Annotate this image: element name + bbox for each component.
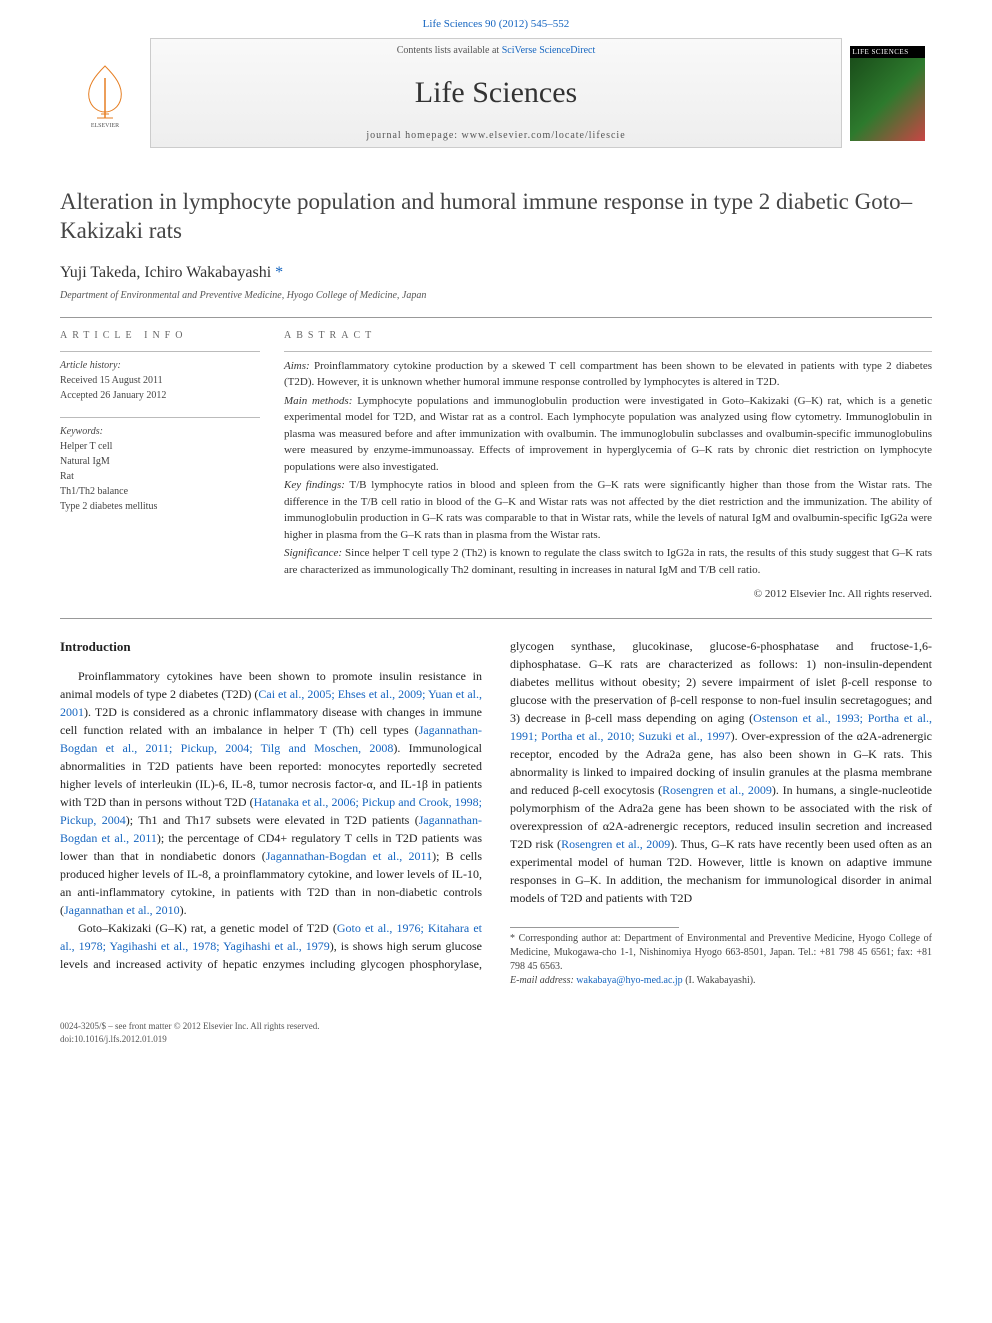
citation-header: Life Sciences 90 (2012) 545–552 — [0, 0, 992, 38]
methods-label: Main methods: — [284, 395, 352, 407]
keywords-block: Keywords: Helper T cell Natural IgM Rat … — [60, 424, 260, 514]
journal-header-bar: ELSEVIER Contents lists available at Sci… — [60, 38, 932, 148]
significance-text: Since helper T cell type 2 (Th2) is know… — [284, 547, 932, 576]
contents-available-line: Contents lists available at SciVerse Sci… — [397, 45, 596, 56]
article-body: Alteration in lymphocyte population and … — [0, 148, 992, 1008]
aims-text: Proinflammatory cytokine production by a… — [284, 360, 932, 389]
meta-rule — [284, 351, 932, 352]
divider-rule — [60, 618, 932, 619]
svg-text:ELSEVIER: ELSEVIER — [91, 123, 119, 128]
meta-rule — [60, 417, 260, 418]
contents-prefix: Contents lists available at — [397, 45, 502, 56]
keyword-item: Helper T cell — [60, 439, 260, 454]
footnote-rule — [510, 927, 679, 928]
methods-text: Lymphocyte populations and immunoglobuli… — [284, 395, 932, 473]
keywords-label: Keywords: — [60, 424, 260, 439]
email-who: (I. Wakabayashi). — [683, 975, 756, 986]
abstract-text: Aims: Proinflammatory cytokine productio… — [284, 358, 932, 579]
footer-doi: doi:10.1016/j.lfs.2012.01.019 — [60, 1033, 932, 1046]
keyword-item: Rat — [60, 469, 260, 484]
article-title: Alteration in lymphocyte population and … — [60, 188, 932, 246]
body-text: ). — [180, 903, 187, 917]
corresponding-author-footnote: * Corresponding author at: Department of… — [510, 932, 932, 974]
intro-heading: Introduction — [60, 637, 482, 657]
citation-link[interactable]: Rosengren et al., 2009 — [662, 783, 772, 797]
body-text: ); Th1 and Th17 subsets were elevated in… — [126, 813, 419, 827]
journal-homepage-line: journal homepage: www.elsevier.com/locat… — [366, 130, 625, 141]
meta-abstract-row: ARTICLE INFO Article history: Received 1… — [60, 330, 932, 601]
abstract-copyright: © 2012 Elsevier Inc. All rights reserved… — [284, 588, 932, 600]
footer-copyright: 0024-3205/$ – see front matter © 2012 El… — [60, 1020, 932, 1033]
aims-label: Aims: — [284, 360, 310, 372]
email-footnote: E-mail address: wakabaya@hyo-med.ac.jp (… — [510, 974, 932, 988]
authors-line: Yuji Takeda, Ichiro Wakabayashi * — [60, 264, 932, 282]
abstract-column: ABSTRACT Aims: Proinflammatory cytokine … — [284, 330, 932, 601]
corresponding-marker-link[interactable]: * — [275, 264, 283, 281]
sciencedirect-link[interactable]: SciVerse ScienceDirect — [502, 45, 596, 56]
accepted-date: Accepted 26 January 2012 — [60, 388, 260, 403]
keyword-item: Type 2 diabetes mellitus — [60, 499, 260, 514]
significance-label: Significance: — [284, 547, 342, 559]
email-link[interactable]: wakabaya@hyo-med.ac.jp — [576, 975, 682, 986]
journal-cover-slot: LIFE SCIENCES — [842, 38, 932, 148]
article-info-label: ARTICLE INFO — [60, 330, 260, 341]
abstract-label: ABSTRACT — [284, 330, 932, 341]
findings-text: T/B lymphocyte ratios in blood and splee… — [284, 479, 932, 541]
cover-brand-text: LIFE SCIENCES — [850, 46, 925, 58]
meta-rule — [60, 351, 260, 352]
journal-name: Life Sciences — [415, 76, 577, 110]
publisher-logo-slot: ELSEVIER — [60, 38, 150, 148]
findings-label: Key findings: — [284, 479, 345, 491]
citation-link[interactable]: Jagannathan et al., 2010 — [64, 903, 180, 917]
history-label: Article history: — [60, 358, 260, 373]
intro-para-1: Proinflammatory cytokines have been show… — [60, 667, 482, 919]
received-date: Received 15 August 2011 — [60, 373, 260, 388]
journal-cover-icon: LIFE SCIENCES — [850, 46, 925, 141]
citation-link[interactable]: Jagannathan-Bogdan et al., 2011 — [266, 849, 432, 863]
body-text: Goto–Kakizaki (G–K) rat, a genetic model… — [78, 921, 337, 935]
citation-link[interactable]: Life Sciences 90 (2012) 545–552 — [423, 18, 570, 30]
email-label: E-mail address: — [510, 975, 576, 986]
article-history-block: Article history: Received 15 August 2011… — [60, 358, 260, 403]
affiliation-line: Department of Environmental and Preventi… — [60, 290, 932, 301]
page-footer: 0024-3205/$ – see front matter © 2012 El… — [0, 1008, 992, 1063]
elsevier-tree-icon: ELSEVIER — [75, 58, 135, 128]
footnotes-block: * Corresponding author at: Department of… — [510, 927, 932, 988]
body-two-column: Introduction Proinflammatory cytokines h… — [60, 637, 932, 988]
cover-art — [850, 58, 925, 141]
divider-rule — [60, 317, 932, 318]
article-info-column: ARTICLE INFO Article history: Received 1… — [60, 330, 260, 601]
authors-names: Yuji Takeda, Ichiro Wakabayashi — [60, 264, 271, 281]
keyword-item: Th1/Th2 balance — [60, 484, 260, 499]
citation-link[interactable]: Rosengren et al., 2009 — [561, 837, 670, 851]
journal-header-center: Contents lists available at SciVerse Sci… — [150, 38, 842, 148]
keyword-item: Natural IgM — [60, 454, 260, 469]
